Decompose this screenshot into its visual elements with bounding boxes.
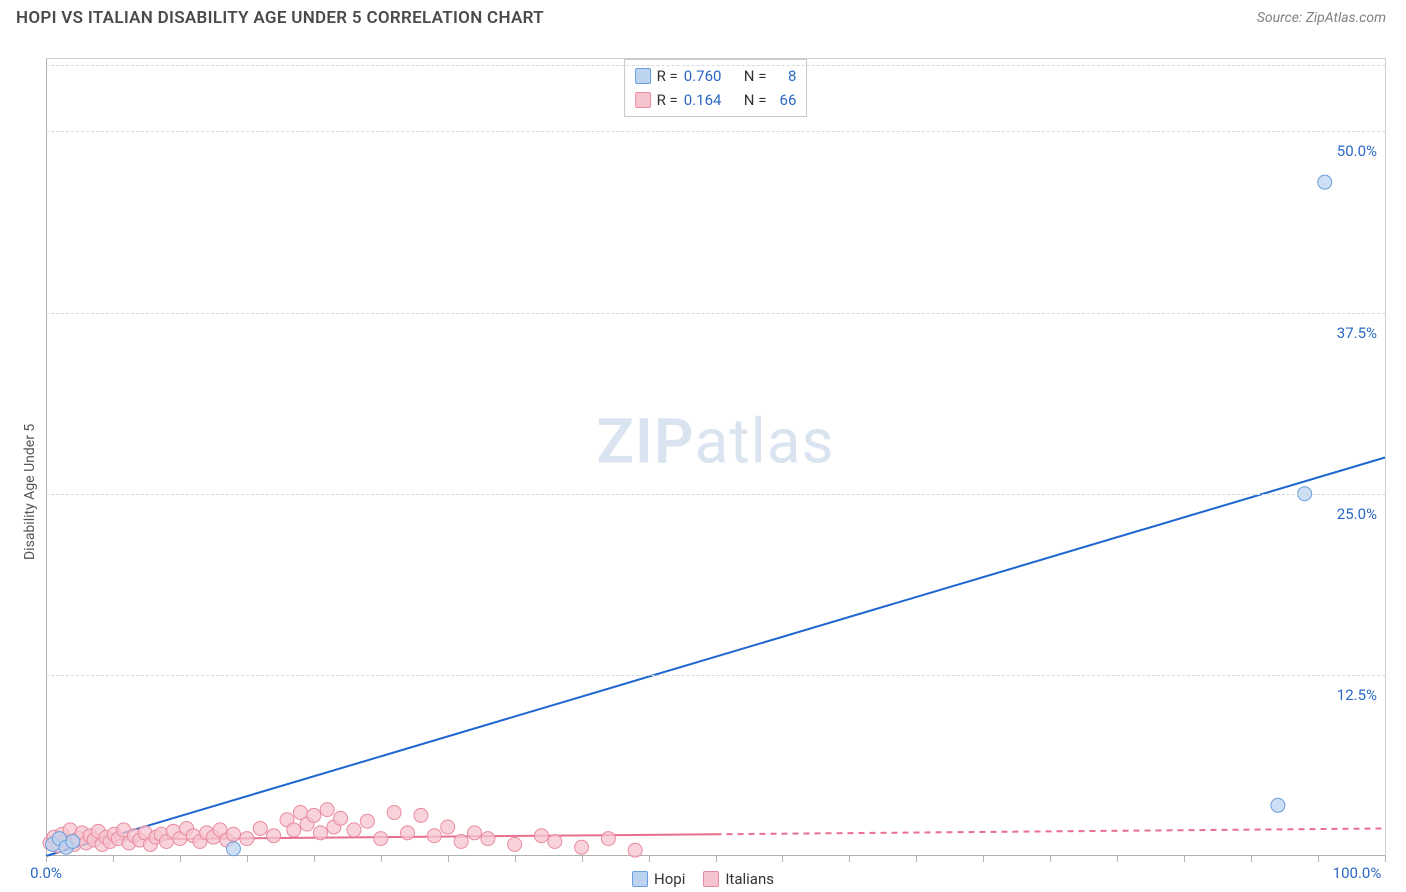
swatch-italians [635,92,651,108]
xtick [916,856,917,862]
ytick-label: 37.5% [1337,324,1377,342]
plot-svg [46,59,1385,856]
xtick [113,856,114,862]
xtick-label-max: 100.0% [1333,864,1382,882]
xtick [582,856,583,862]
xtick [448,856,449,862]
stat-r-italians: 0.164 [684,88,730,112]
xtick [849,856,850,862]
gridline [46,675,1385,676]
xtick [983,856,984,862]
chart-container: ZIPatlas R = 0.760 N = 8 R = 0.164 N = 6… [46,58,1386,856]
swatch-hopi-icon [632,871,648,887]
xtick [782,856,783,862]
legend-series: Hopi Italians [632,870,774,888]
xtick [1318,856,1319,862]
legend-item-hopi: Hopi [632,870,685,888]
legend-stats-row-italians: R = 0.164 N = 66 [635,88,797,112]
xtick-label-min: 0.0% [30,864,62,882]
chart-title: HOPI VS ITALIAN DISABILITY AGE UNDER 5 C… [16,8,544,28]
y-axis-label: Disability Age Under 5 [22,424,38,560]
xtick [515,856,516,862]
xtick [1117,856,1118,862]
stat-r-label: R = [657,88,678,112]
gridline [46,494,1385,495]
stat-r-label: R = [657,64,678,88]
xtick [1385,856,1386,862]
gridline [46,131,1385,132]
stat-n-hopi: 8 [772,64,796,88]
gridline [46,65,1385,66]
xtick [716,856,717,862]
legend-item-italians: Italians [703,870,774,888]
xtick [1251,856,1252,862]
swatch-hopi [635,68,651,84]
ytick-label: 12.5% [1337,686,1377,704]
xtick [314,856,315,862]
source-attribution: Source: ZipAtlas.com [1257,10,1386,26]
stat-r-hopi: 0.760 [684,64,730,88]
ytick-label: 50.0% [1337,142,1377,160]
gridline [46,313,1385,314]
legend-label-italians: Italians [725,870,774,888]
xtick [46,856,47,862]
xtick [247,856,248,862]
xtick [1050,856,1051,862]
xtick [180,856,181,862]
xtick [381,856,382,862]
ytick-label: 25.0% [1337,505,1377,523]
legend-stats-row-hopi: R = 0.760 N = 8 [635,64,797,88]
chart-header: HOPI VS ITALIAN DISABILITY AGE UNDER 5 C… [0,0,1406,36]
swatch-italians-icon [703,871,719,887]
xtick [649,856,650,862]
plot-area: ZIPatlas R = 0.760 N = 8 R = 0.164 N = 6… [46,59,1385,856]
stat-n-italians: 66 [772,88,796,112]
stat-n-label: N = [744,64,767,88]
legend-stats: R = 0.760 N = 8 R = 0.164 N = 66 [624,59,808,117]
xtick [1184,856,1185,862]
stat-n-label: N = [744,88,767,112]
legend-label-hopi: Hopi [654,870,685,888]
